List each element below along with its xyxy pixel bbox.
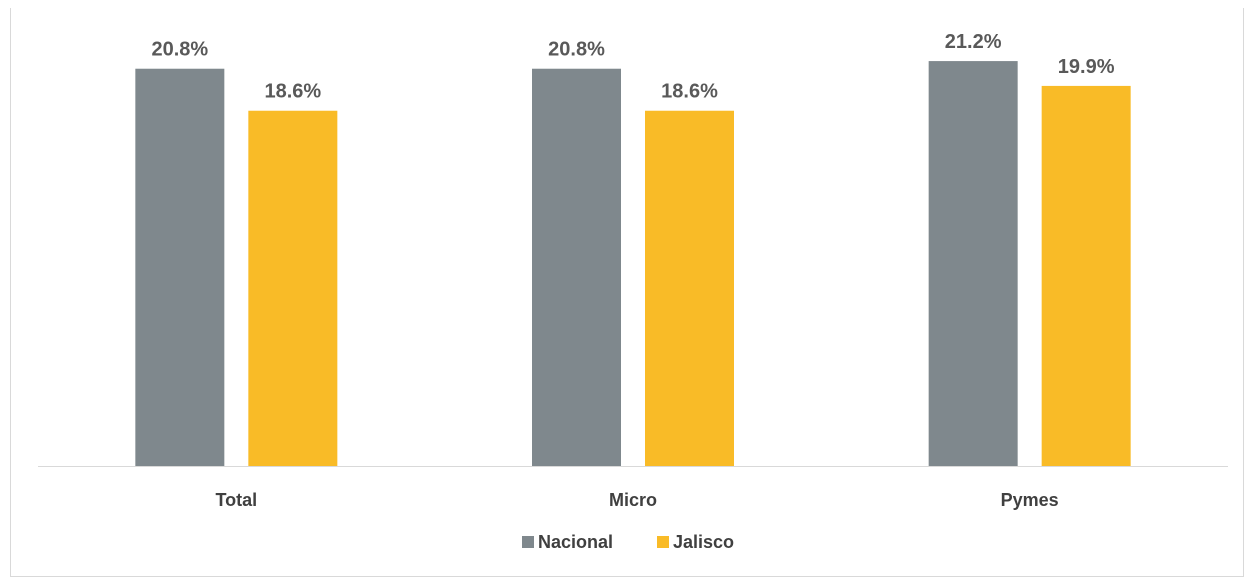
legend-label-jalisco: Jalisco	[673, 532, 734, 552]
data-label-jalisco-micro: 18.6%	[661, 81, 718, 103]
data-label-nacional-micro: 20.8%	[548, 39, 605, 61]
legend-label-nacional: Nacional	[538, 532, 613, 552]
bar-jalisco-total	[248, 110, 338, 467]
legend-swatch-nacional	[522, 536, 534, 548]
data-label-nacional-pymes: 21.2%	[945, 31, 1002, 53]
data-label-nacional-total: 20.8%	[151, 39, 208, 61]
x-tick-label-micro: Micro	[609, 490, 657, 510]
bar-nacional-pymes	[928, 61, 1018, 467]
legend-swatch-jalisco	[657, 536, 669, 548]
bar-jalisco-micro	[645, 110, 734, 467]
bar-jalisco-pymes	[1041, 85, 1131, 466]
bar-nacional-total	[135, 68, 225, 466]
x-tick-label-total: Total	[215, 490, 257, 510]
data-label-jalisco-pymes: 19.9%	[1058, 56, 1115, 78]
bar-nacional-micro	[532, 68, 621, 466]
x-tick-label-pymes: Pymes	[1001, 490, 1059, 510]
chart-frame	[10, 8, 1244, 577]
data-label-jalisco-total: 18.6%	[264, 81, 321, 103]
